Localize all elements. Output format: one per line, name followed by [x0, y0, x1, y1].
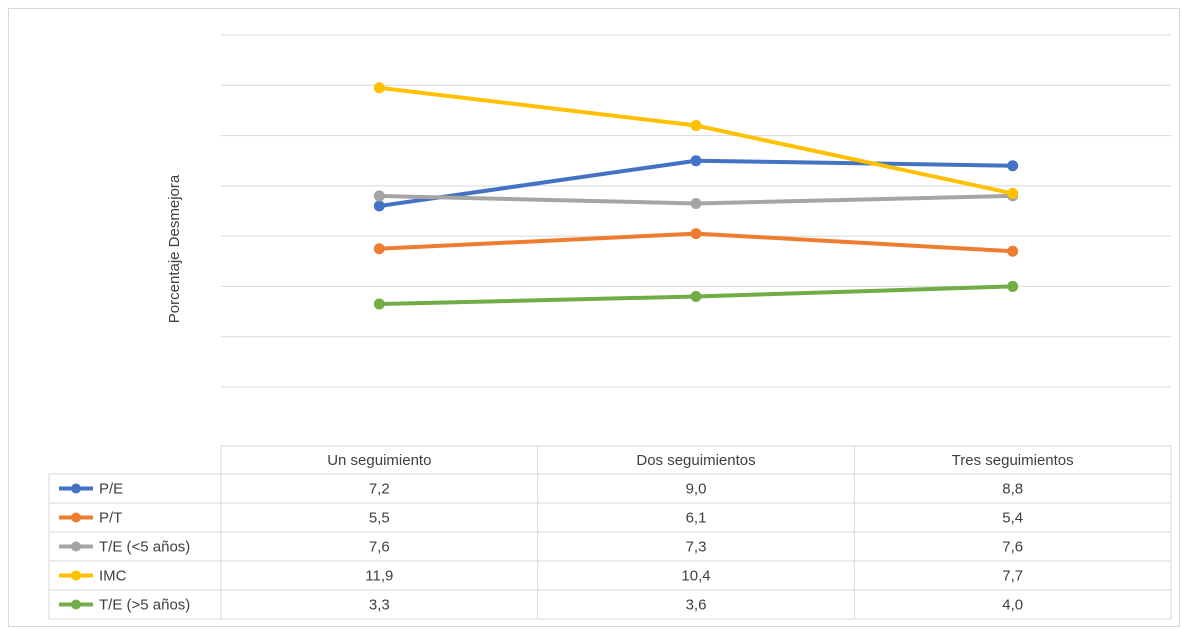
- data-point: [1007, 245, 1019, 257]
- data-point: [1007, 280, 1019, 292]
- data-point: [1007, 160, 1019, 172]
- series-name: P/T: [99, 510, 122, 527]
- category-header: Un seguimiento: [327, 452, 431, 469]
- data-point: [690, 290, 702, 302]
- data-point: [690, 228, 702, 240]
- category-header: Dos seguimientos: [636, 452, 755, 469]
- table-cell-value: 5,5: [369, 510, 390, 527]
- table-cell-value: 4,0: [1002, 597, 1023, 614]
- legend-key-marker: [71, 512, 81, 523]
- table-cell-value: 7,6: [369, 539, 390, 556]
- data-point: [373, 190, 385, 202]
- data-table: Un seguimiento Dos seguimientos Tres segui…: [48, 445, 1172, 620]
- data-point: [373, 243, 385, 255]
- series-name: T/E (<5 años): [99, 539, 190, 556]
- series-lines: [373, 82, 1019, 310]
- table-cell-value: 8,8: [1002, 481, 1023, 498]
- series-name: P/E: [99, 481, 123, 498]
- table-cell-value: 9,0: [686, 481, 707, 498]
- legend-key-marker: [71, 541, 81, 552]
- gridlines: [221, 34, 1171, 388]
- table-cell-value: 3,6: [686, 597, 707, 614]
- line-chart: Porcentaje Desmejora Un seguimiento Dos s…: [48, 34, 1172, 620]
- table-cell-value: 6,1: [686, 510, 707, 527]
- series-name: T/E (>5 años): [99, 597, 190, 614]
- data-point: [690, 197, 702, 209]
- y-axis-label: Porcentaje Desmejora: [166, 174, 183, 323]
- data-point: [690, 155, 702, 167]
- data-point: [690, 120, 702, 132]
- table-cell-value: 7,2: [369, 481, 390, 498]
- table-cell-value: 7,6: [1002, 539, 1023, 556]
- legend-key-marker: [71, 483, 81, 494]
- data-point: [373, 298, 385, 310]
- table-cell-value: 3,3: [369, 597, 390, 614]
- table-cell-value: 7,7: [1002, 568, 1023, 585]
- data-point: [373, 82, 385, 94]
- chart-frame: Porcentaje Desmejora Un seguimiento Dos s…: [8, 8, 1180, 627]
- table-cell-value: 7,3: [686, 539, 707, 556]
- table-cell-value: 5,4: [1002, 510, 1023, 527]
- table-cell-value: 11,9: [365, 568, 393, 585]
- data-point: [1007, 187, 1019, 199]
- series-name: IMC: [99, 568, 127, 585]
- data-point: [373, 200, 385, 212]
- series-line-3: [377, 85, 1015, 196]
- legend-key-marker: [71, 570, 81, 581]
- legend-key-marker: [71, 599, 81, 610]
- category-header: Tres seguimientos: [952, 452, 1074, 469]
- table-cell-value: 10,4: [681, 568, 710, 585]
